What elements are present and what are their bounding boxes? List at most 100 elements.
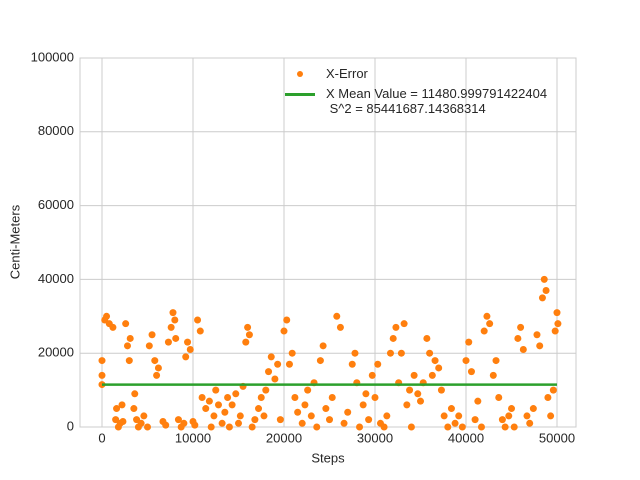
y-tick-label: 0 — [67, 418, 74, 433]
point — [285, 360, 293, 368]
point — [333, 312, 341, 320]
point — [307, 412, 315, 420]
point — [113, 405, 121, 413]
point — [248, 423, 256, 431]
point — [498, 416, 506, 424]
point — [554, 320, 562, 328]
y-axis-label: Centi-Meters — [7, 204, 22, 279]
point — [316, 357, 324, 365]
point — [553, 309, 561, 317]
point — [267, 353, 275, 361]
point — [480, 327, 488, 335]
point — [118, 401, 126, 409]
point — [144, 423, 152, 431]
point — [529, 405, 537, 413]
legend-label: X Mean Value = 11480.999791422404 S^2 = … — [326, 86, 548, 116]
point — [294, 408, 302, 416]
point — [417, 397, 425, 405]
point — [447, 405, 455, 413]
point — [126, 334, 134, 342]
legend: X-Error X Mean Value = 11480.999791422404… — [282, 66, 547, 118]
point — [492, 357, 500, 365]
point — [322, 405, 330, 413]
point — [103, 312, 111, 320]
point — [431, 357, 439, 365]
point — [162, 421, 170, 429]
point — [125, 357, 133, 365]
y-tick-label: 60000 — [38, 197, 74, 212]
point — [406, 386, 414, 394]
point — [389, 334, 397, 342]
point — [467, 368, 475, 376]
point — [356, 423, 364, 431]
point — [130, 405, 138, 413]
point — [245, 331, 253, 339]
point — [344, 408, 352, 416]
point — [244, 323, 252, 331]
point — [340, 419, 348, 427]
point — [351, 349, 359, 357]
point — [140, 412, 148, 420]
x-tick-label: 10000 — [175, 430, 211, 445]
point — [288, 349, 296, 357]
point — [260, 412, 268, 420]
point — [374, 360, 382, 368]
point — [451, 419, 459, 427]
point — [191, 421, 199, 429]
x-tick-label: 30000 — [357, 430, 393, 445]
point — [483, 312, 491, 320]
point — [251, 416, 259, 424]
point — [123, 342, 131, 350]
point — [507, 405, 515, 413]
legend-marker — [285, 93, 315, 96]
point — [444, 423, 452, 431]
point — [414, 390, 422, 398]
x-tick-label: 50000 — [539, 430, 575, 445]
point — [526, 419, 534, 427]
point — [174, 416, 182, 424]
point — [380, 423, 388, 431]
point — [501, 423, 509, 431]
point — [224, 393, 232, 401]
point — [407, 423, 415, 431]
point — [386, 349, 394, 357]
point — [154, 364, 162, 372]
point — [98, 357, 106, 365]
point — [505, 412, 513, 420]
point — [544, 393, 552, 401]
point — [301, 401, 309, 409]
point — [486, 320, 494, 328]
point — [148, 331, 156, 339]
y-tick-label: 20000 — [38, 345, 74, 360]
legend-item: X Mean Value = 11480.999791422404 S^2 = … — [282, 86, 547, 116]
point — [362, 390, 370, 398]
point — [542, 286, 550, 294]
point — [403, 401, 411, 409]
point — [98, 371, 106, 379]
point — [145, 342, 153, 350]
point — [271, 375, 279, 383]
point — [359, 401, 367, 409]
point — [265, 368, 273, 376]
point — [304, 386, 312, 394]
point — [180, 419, 188, 427]
point — [547, 412, 555, 420]
x-tick-label: 0 — [98, 430, 105, 445]
y-tick-label: 100000 — [31, 49, 74, 64]
point — [225, 423, 233, 431]
point — [477, 423, 485, 431]
point — [368, 371, 376, 379]
point — [228, 401, 236, 409]
point — [182, 353, 190, 361]
point — [283, 316, 291, 324]
point — [455, 412, 463, 420]
point — [280, 327, 288, 335]
point — [435, 364, 443, 372]
point — [291, 393, 299, 401]
point — [212, 386, 220, 394]
point — [489, 371, 497, 379]
point — [171, 316, 179, 324]
point — [218, 419, 226, 427]
